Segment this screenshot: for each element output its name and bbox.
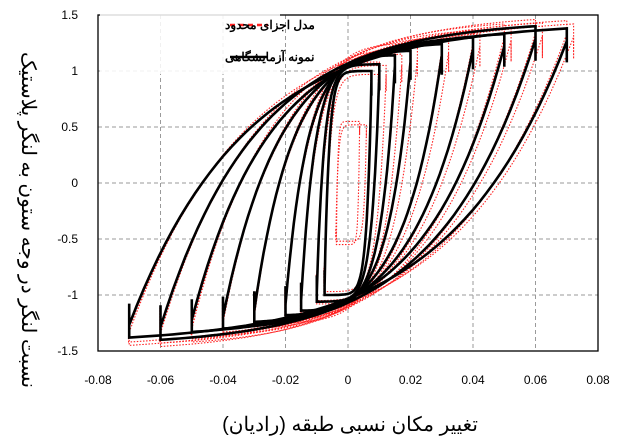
y-tick-label: 1.5: [61, 8, 78, 22]
x-tick-label: 0.02: [399, 373, 423, 387]
tick-labels: -0.08 -0.06 -0.04 -0.02 0 0.02 0.04 0.06 0.08 1.5…: [57, 8, 610, 387]
fem-loop: [335, 124, 367, 242]
x-tick-label: 0.08: [586, 373, 610, 387]
x-tick-label: -0.02: [272, 373, 300, 387]
x-tick-label: -0.08: [84, 373, 112, 387]
y-axis-label: نسبت لنگر در وجه ستون به لنگر پلاستیک: [17, 52, 40, 388]
legend-label-experimental: نمونه آزمایشگاهی: [225, 48, 314, 65]
legend-label-fem: مدل اجزای محدود: [225, 18, 315, 33]
x-tick-label: -0.04: [209, 373, 237, 387]
plot-area-frame: [97, 14, 599, 352]
x-axis-label: تغییر مکان نسبی طبقه (رادیان): [222, 414, 478, 436]
fem-loop: [128, 23, 575, 343]
x-tick-label: 0.06: [524, 373, 548, 387]
y-tick-label: -1.5: [57, 344, 78, 358]
experimental-loop: [315, 63, 381, 303]
y-tick-label: 1: [71, 64, 78, 78]
y-tick-label: -1: [67, 288, 78, 302]
y-tick-label: 0: [71, 176, 78, 190]
x-tick-label: 0: [345, 373, 352, 387]
experimental-loop: [323, 69, 373, 297]
experimental-loop: [159, 24, 537, 342]
x-tick-label: -0.06: [147, 373, 175, 387]
legend: مدل اجزای محدود نمونه آزمایشگاهی: [100, 12, 315, 74]
fem-loop: [335, 120, 361, 246]
x-tick-label: 0.04: [461, 373, 485, 387]
legend-box: [100, 12, 280, 74]
fem-loop: [221, 33, 481, 333]
fem-loop: [253, 36, 443, 330]
y-tick-label: -0.5: [57, 232, 78, 246]
series-layer: [127, 18, 575, 348]
y-tick-label: 0.5: [61, 120, 78, 134]
experimental-loop: [127, 27, 569, 339]
experimental-loop: [190, 32, 506, 334]
